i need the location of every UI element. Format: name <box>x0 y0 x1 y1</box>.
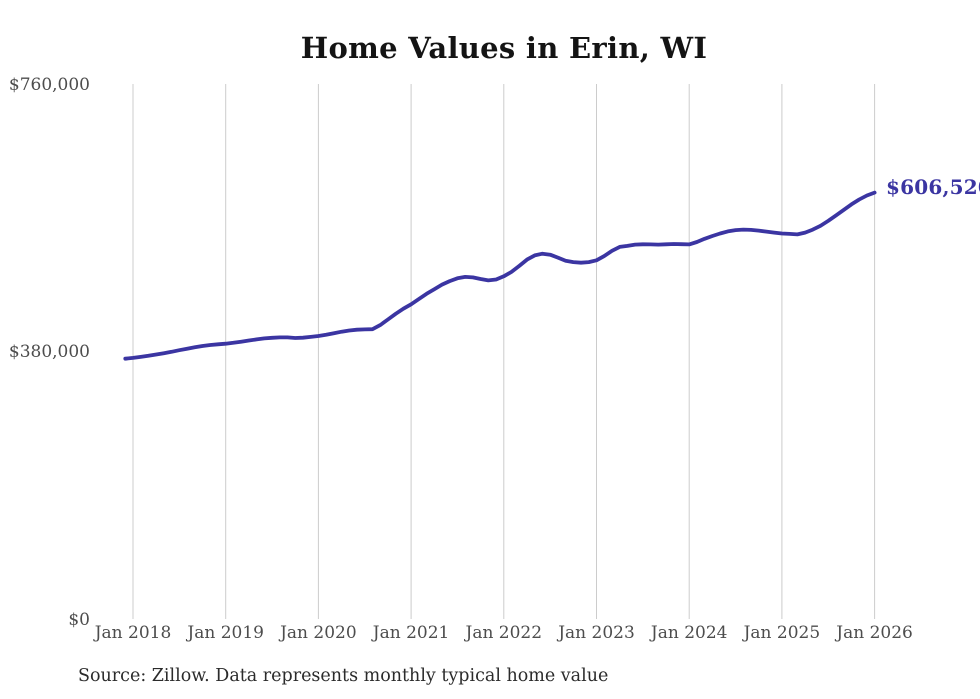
x-tick-label: Jan 2024 <box>650 623 728 643</box>
source-note: Source: Zillow. Data represents monthly … <box>78 666 609 686</box>
x-tick-label: Jan 2020 <box>280 623 357 643</box>
y-tick-label: $380,000 <box>8 342 90 363</box>
x-tick-label: Jan 2022 <box>465 623 543 643</box>
x-tick-label: Jan 2019 <box>187 623 264 643</box>
chart-title: Home Values in Erin, WI <box>300 31 708 65</box>
x-tick-label: Jan 2026 <box>836 623 913 643</box>
x-tick-label: Jan 2018 <box>94 623 172 643</box>
x-tick-label: Jan 2025 <box>743 623 821 643</box>
home-value-line <box>123 190 877 361</box>
latest-value-label: $606,520 <box>886 175 980 199</box>
y-tick-label: $760,000 <box>8 74 90 95</box>
y-tick-label: $0 <box>68 610 90 630</box>
x-tick-label: Jan 2023 <box>558 623 635 643</box>
x-tick-label: Jan 2021 <box>372 623 450 643</box>
